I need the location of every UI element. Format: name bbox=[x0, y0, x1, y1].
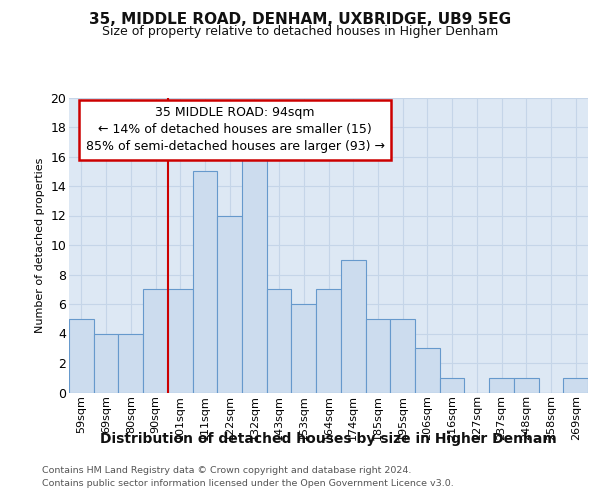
Bar bbox=[267, 289, 292, 393]
Bar bbox=[193, 171, 217, 392]
Bar bbox=[440, 378, 464, 392]
Bar bbox=[69, 319, 94, 392]
Bar bbox=[168, 289, 193, 393]
Text: 35 MIDDLE ROAD: 94sqm
← 14% of detached houses are smaller (15)
85% of semi-deta: 35 MIDDLE ROAD: 94sqm ← 14% of detached … bbox=[86, 106, 385, 154]
Text: Contains public sector information licensed under the Open Government Licence v3: Contains public sector information licen… bbox=[42, 479, 454, 488]
Bar bbox=[489, 378, 514, 392]
Bar bbox=[341, 260, 365, 392]
Bar bbox=[316, 289, 341, 393]
Text: Contains HM Land Registry data © Crown copyright and database right 2024.: Contains HM Land Registry data © Crown c… bbox=[42, 466, 412, 475]
Bar bbox=[242, 156, 267, 392]
Bar bbox=[217, 216, 242, 392]
Bar bbox=[94, 334, 118, 392]
Bar bbox=[563, 378, 588, 392]
Bar bbox=[118, 334, 143, 392]
Text: Size of property relative to detached houses in Higher Denham: Size of property relative to detached ho… bbox=[102, 25, 498, 38]
Bar bbox=[514, 378, 539, 392]
Text: Distribution of detached houses by size in Higher Denham: Distribution of detached houses by size … bbox=[100, 432, 557, 446]
Bar bbox=[390, 319, 415, 392]
Bar bbox=[365, 319, 390, 392]
Bar bbox=[143, 289, 168, 393]
Bar bbox=[292, 304, 316, 392]
Bar bbox=[415, 348, 440, 393]
Y-axis label: Number of detached properties: Number of detached properties bbox=[35, 158, 45, 332]
Text: 35, MIDDLE ROAD, DENHAM, UXBRIDGE, UB9 5EG: 35, MIDDLE ROAD, DENHAM, UXBRIDGE, UB9 5… bbox=[89, 12, 511, 28]
